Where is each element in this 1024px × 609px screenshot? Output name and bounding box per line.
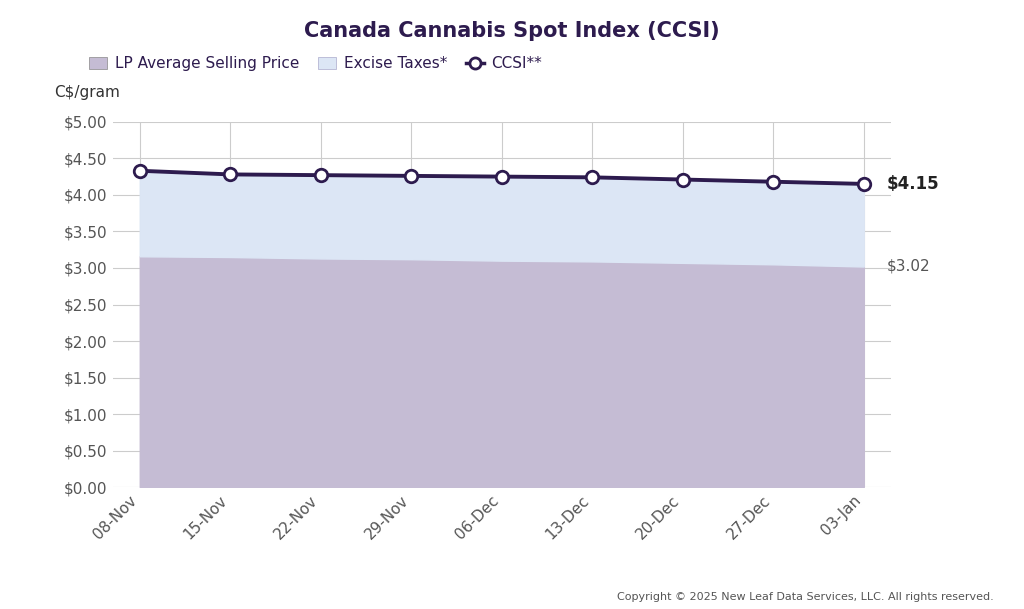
Text: $4.15: $4.15 <box>887 175 939 193</box>
Text: $3.02: $3.02 <box>887 259 930 274</box>
Text: Canada Cannabis Spot Index (CCSI): Canada Cannabis Spot Index (CCSI) <box>304 21 720 41</box>
Legend: LP Average Selling Price, Excise Taxes*, CCSI**: LP Average Selling Price, Excise Taxes*,… <box>89 57 543 71</box>
Text: C$/gram: C$/gram <box>54 85 120 100</box>
Text: Copyright © 2025 New Leaf Data Services, LLC. All rights reserved.: Copyright © 2025 New Leaf Data Services,… <box>616 592 993 602</box>
